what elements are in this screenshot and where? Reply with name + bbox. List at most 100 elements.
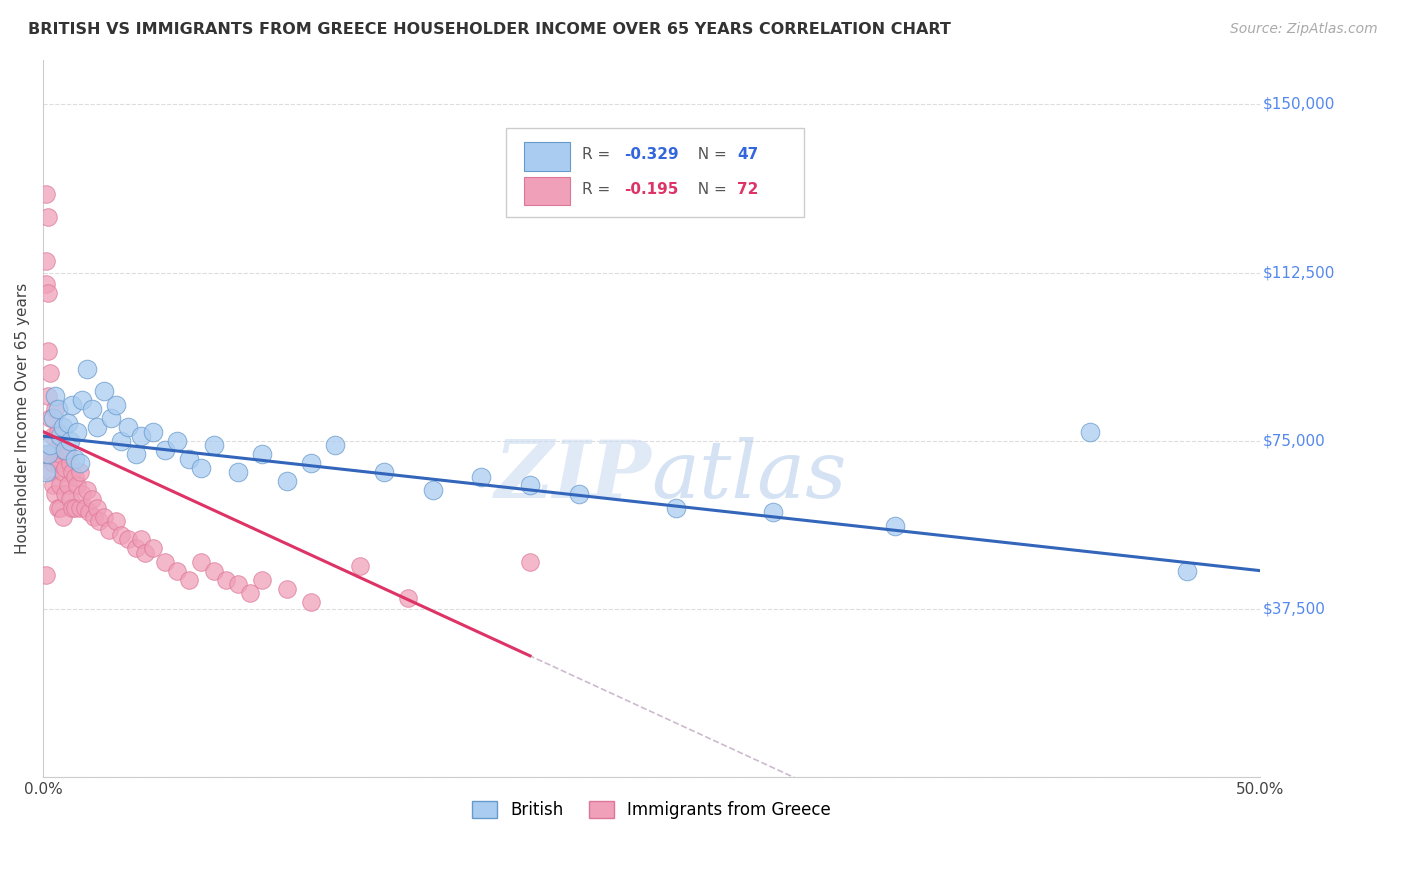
Point (39, 465, 62, 479)
Point (568, 487, 591, 501)
Point (46, 402, 69, 417)
Point (665, 500, 688, 515)
Point (66, 478, 89, 492)
Point (42, 456, 65, 470)
Point (422, 483, 444, 497)
Point (46, 500, 69, 515)
Point (59, 434, 82, 448)
Point (34, 447, 56, 461)
Point (69, 465, 91, 479)
Point (73, 500, 96, 515)
Point (100, 411, 122, 425)
Point (56, 478, 79, 492)
Point (166, 564, 188, 578)
Point (42, 429, 65, 443)
Point (226, 465, 249, 479)
Point (110, 528, 132, 542)
Point (202, 438, 225, 452)
Point (34, 568, 56, 582)
Text: $150,000: $150,000 (1263, 97, 1336, 112)
Point (93, 509, 115, 524)
Point (37, 389, 59, 403)
Point (69, 456, 91, 470)
Point (60, 465, 83, 479)
Point (39, 411, 62, 425)
FancyBboxPatch shape (524, 142, 571, 170)
Point (56, 447, 79, 461)
Point (117, 533, 139, 547)
Text: R =: R = (582, 147, 616, 162)
Point (46, 456, 69, 470)
Point (190, 555, 212, 569)
Point (46, 425, 69, 439)
Point (202, 564, 225, 578)
Point (70, 393, 93, 408)
Point (52, 442, 75, 457)
Point (66, 425, 89, 439)
Point (70, 487, 93, 501)
Point (299, 595, 322, 609)
Point (34, 277, 56, 291)
Point (49, 500, 72, 515)
Text: -0.329: -0.329 (624, 147, 678, 162)
Point (153, 442, 176, 457)
Point (105, 514, 128, 528)
FancyBboxPatch shape (524, 177, 571, 205)
Point (39, 447, 62, 461)
Point (56, 416, 79, 430)
Point (49, 429, 72, 443)
Point (373, 465, 395, 479)
Point (125, 447, 148, 461)
Point (762, 505, 785, 519)
Point (93, 384, 115, 399)
Y-axis label: Householder Income Over 65 years: Householder Income Over 65 years (15, 283, 30, 554)
Point (1078, 425, 1101, 439)
Point (110, 434, 132, 448)
Point (44, 389, 66, 403)
Point (89, 514, 111, 528)
Point (239, 586, 262, 600)
Point (86, 500, 108, 515)
Point (349, 559, 371, 574)
Point (105, 398, 128, 412)
Point (134, 546, 156, 560)
Point (39, 438, 62, 452)
Text: Source: ZipAtlas.com: Source: ZipAtlas.com (1230, 22, 1378, 37)
Point (470, 469, 492, 483)
Point (53, 487, 76, 501)
Point (39, 367, 62, 381)
Point (34, 465, 56, 479)
Point (63, 500, 86, 515)
Point (179, 573, 201, 587)
Text: 47: 47 (737, 147, 758, 162)
Point (49, 447, 72, 461)
Point (34, 187, 56, 202)
Point (97, 524, 120, 538)
Point (276, 582, 298, 596)
Point (44, 487, 66, 501)
Point (519, 478, 541, 492)
Legend: British, Immigrants from Greece: British, Immigrants from Greece (465, 795, 838, 826)
Point (52, 509, 75, 524)
Point (129, 429, 152, 443)
Point (34, 254, 56, 268)
Point (117, 420, 139, 434)
Point (44, 442, 66, 457)
Point (1175, 564, 1198, 578)
Point (190, 460, 212, 475)
Point (69, 500, 91, 515)
Point (252, 573, 274, 587)
Point (49, 478, 72, 492)
Point (60, 500, 83, 515)
Text: atlas: atlas (652, 437, 846, 515)
Point (80, 491, 103, 506)
Point (37, 285, 59, 300)
Point (63, 469, 86, 483)
Text: -0.195: -0.195 (624, 182, 678, 197)
FancyBboxPatch shape (506, 128, 804, 218)
Text: BRITISH VS IMMIGRANTS FROM GREECE HOUSEHOLDER INCOME OVER 65 YEARS CORRELATION C: BRITISH VS IMMIGRANTS FROM GREECE HOUSEH… (28, 22, 950, 37)
Point (83, 509, 105, 524)
Point (884, 518, 907, 533)
Point (76, 483, 98, 497)
Point (299, 456, 322, 470)
